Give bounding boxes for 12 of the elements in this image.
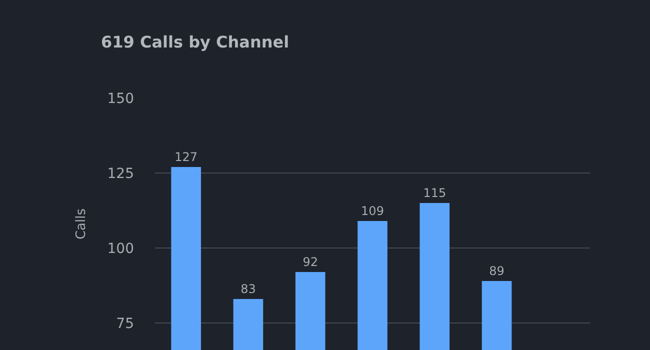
y-tick-label: 125 — [107, 166, 134, 182]
data-label: 109 — [361, 204, 384, 218]
data-label: 89 — [489, 264, 504, 278]
data-label: 115 — [423, 186, 446, 200]
data-label: 83 — [240, 282, 256, 296]
data-label: 127 — [174, 150, 198, 164]
y-tick-label: 100 — [107, 240, 134, 257]
y-tick-label: 150 — [107, 90, 134, 107]
y-axis-title: Calls — [74, 208, 90, 240]
chart-title: 619 Calls by Channel — [101, 32, 290, 52]
y-tick-label: 75 — [116, 316, 134, 332]
data-label: 92 — [302, 255, 318, 269]
